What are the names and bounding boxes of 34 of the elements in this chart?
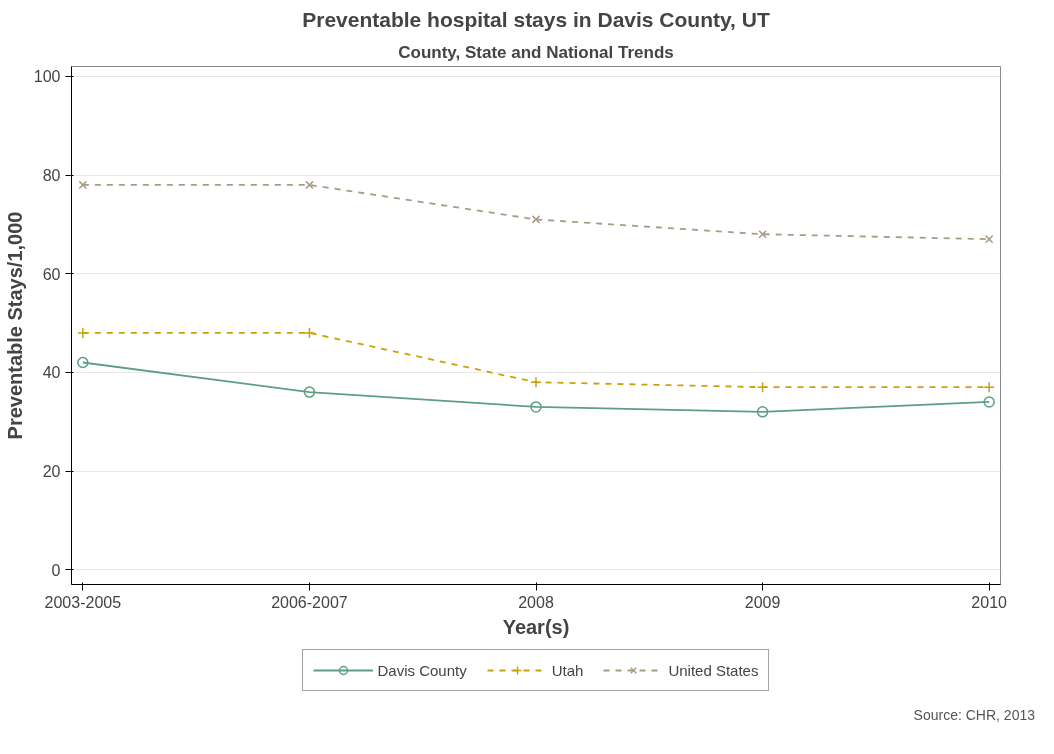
point — [530, 376, 542, 388]
x-tick-label: 2003-2005 — [44, 593, 122, 611]
chart-subtitle: County, State and National Trends — [398, 42, 674, 62]
point — [77, 356, 89, 369]
point — [303, 327, 316, 339]
point — [77, 327, 89, 339]
y-axis-title: Preventable Stays/1,000 — [3, 211, 26, 440]
point — [303, 386, 316, 398]
point — [78, 180, 88, 190]
y-tick-label: 100 — [33, 68, 61, 86]
point — [756, 381, 769, 393]
legend-label: United States — [668, 661, 759, 679]
legend-label: Davis County — [377, 661, 467, 679]
chart-title: Preventable hospital stays in Davis County, UT — [302, 7, 770, 31]
x-tick-label: 2009 — [744, 593, 781, 611]
point — [984, 234, 994, 244]
x-axis-title: Year(s) — [502, 615, 570, 638]
y-tick-label: 0 — [51, 561, 61, 579]
y-tick-label: 40 — [42, 364, 61, 382]
x-tick-label: 2006-2007 — [271, 593, 348, 611]
point — [305, 180, 314, 190]
point — [531, 215, 541, 224]
source-note: Source: CHR, 2013 — [913, 706, 1035, 725]
point — [756, 406, 769, 418]
y-tick-label: 60 — [42, 265, 61, 283]
y-tick-label: 80 — [42, 167, 61, 185]
y-tick-label: 20 — [42, 463, 61, 481]
x-tick-label: 2008 — [518, 593, 554, 611]
legend-label: Utah — [551, 661, 584, 679]
x-tick-label: 2010 — [971, 593, 1008, 611]
point — [983, 381, 995, 393]
point — [983, 396, 995, 408]
point — [530, 401, 542, 413]
point — [758, 229, 767, 239]
